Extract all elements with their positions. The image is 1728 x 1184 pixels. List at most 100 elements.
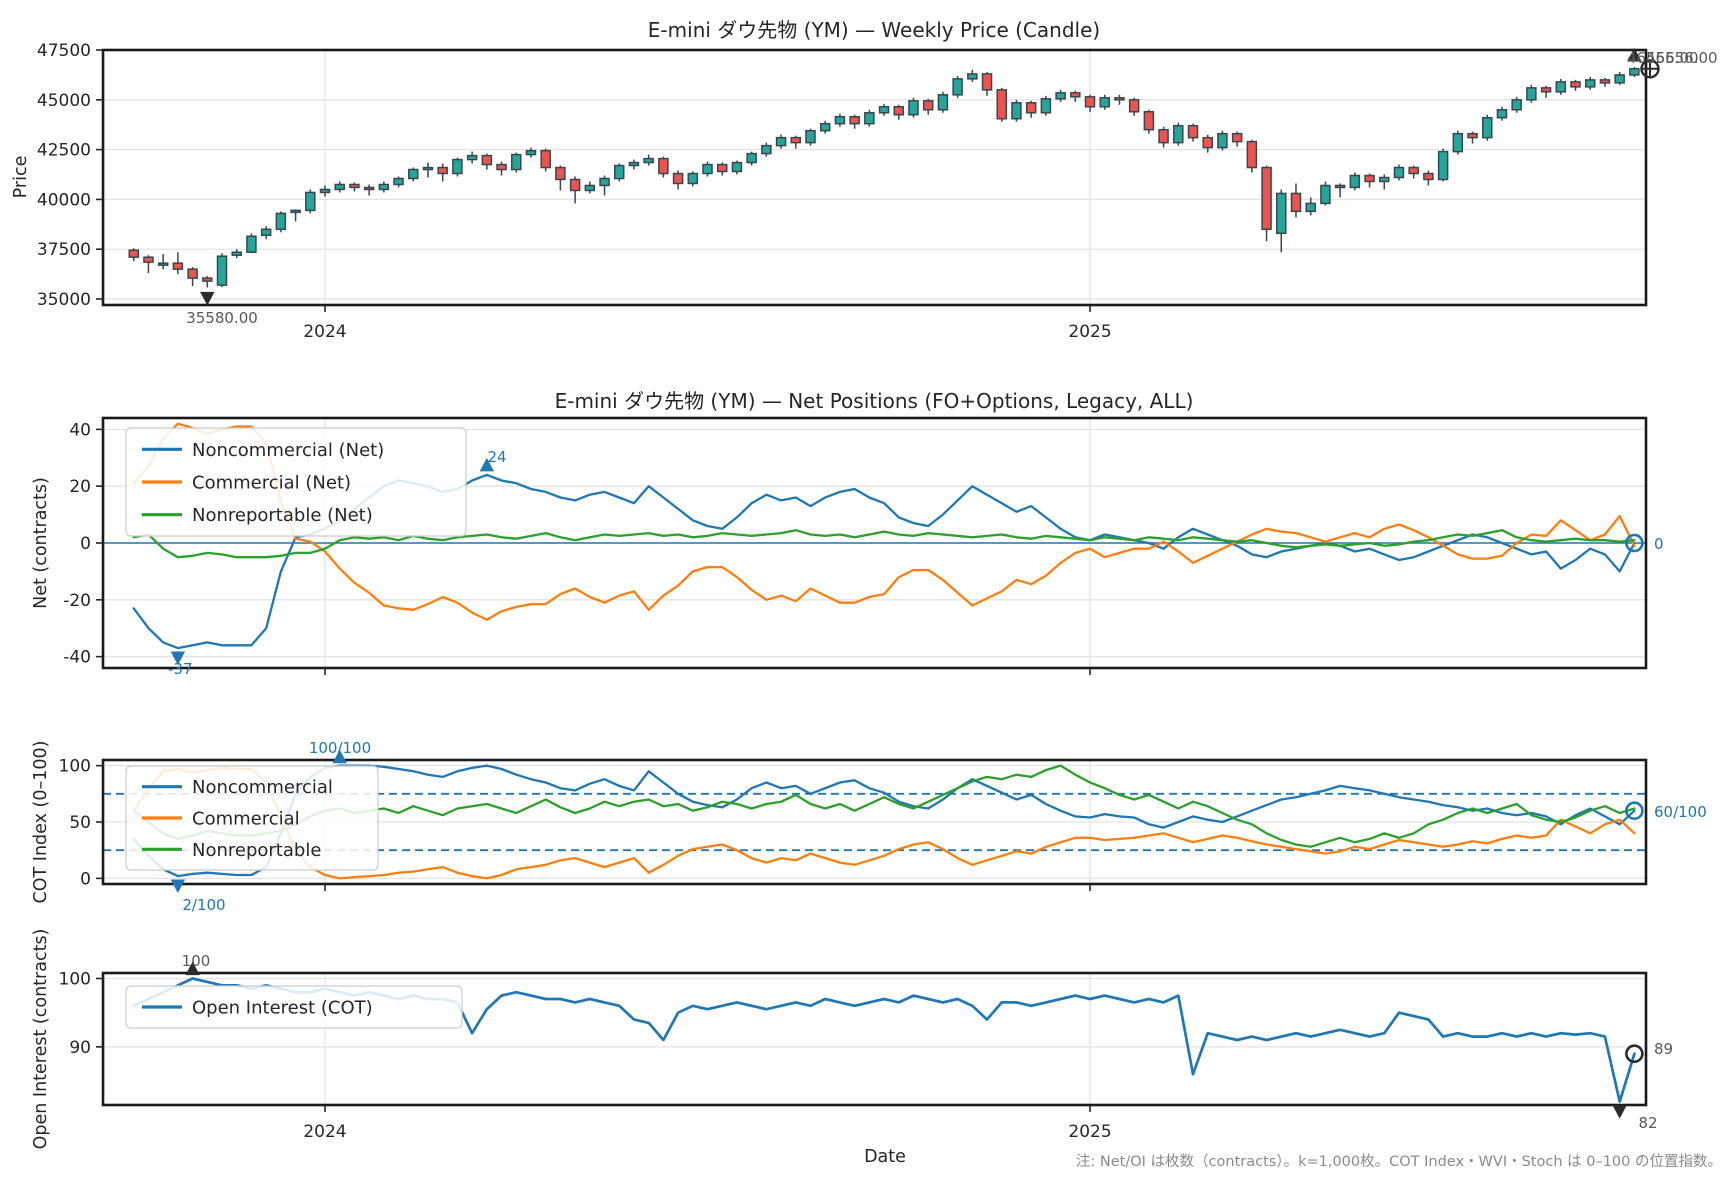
candle-body <box>496 163 507 171</box>
series-commercial <box>132 766 1636 880</box>
candle-body <box>922 100 934 111</box>
legend-label: Nonreportable <box>192 840 321 861</box>
candle-body <box>1437 150 1449 181</box>
legend-label: Noncommercial (Net) <box>192 440 384 461</box>
annotation-label: 60/100 <box>1654 803 1707 821</box>
candle-body <box>157 262 169 266</box>
candle-body <box>1423 172 1434 181</box>
candle-body <box>452 158 463 175</box>
candle-body <box>1261 166 1272 231</box>
legend: Noncommercial Commercial Nonreportable <box>125 765 379 871</box>
annotation-label: 2/100 <box>182 896 225 914</box>
legend-label: Commercial <box>192 809 300 830</box>
candle-body <box>260 228 272 237</box>
y-tick-label: 42500 <box>37 141 91 161</box>
candle-body <box>1364 174 1375 183</box>
legend: Noncommercial (Net) Commercial (Net) Nonre… <box>125 427 467 537</box>
candle-body <box>1055 92 1066 100</box>
y-tick-label: -20 <box>63 591 91 611</box>
annotation-label: 46556.00 <box>1646 49 1718 67</box>
candle-body <box>216 255 228 286</box>
y-tick-label: 45000 <box>37 91 91 111</box>
candle-body <box>716 163 728 173</box>
x-tick-label: 2025 <box>1068 1122 1111 1142</box>
panel4-ylabel: Open Interest (contracts) <box>31 929 51 1150</box>
marker-triangle-down <box>170 651 186 666</box>
candle-body <box>1570 81 1581 88</box>
candle-body <box>525 149 537 156</box>
candle-body <box>1187 124 1199 139</box>
candle-body <box>1349 174 1361 189</box>
candle-body <box>702 163 713 175</box>
panel3-ylabel: COT Index (0–100) <box>31 741 51 904</box>
candle-body <box>599 177 610 187</box>
annotation-label: 24 <box>487 448 506 466</box>
candle-body <box>746 152 757 164</box>
candle-body <box>1467 132 1478 139</box>
candle-body <box>672 172 684 185</box>
candle-body <box>569 178 581 192</box>
candle-body <box>231 251 242 256</box>
marker-circle <box>1625 1044 1644 1064</box>
candle-body <box>981 73 993 91</box>
candle-body <box>1305 202 1316 213</box>
candle-body <box>790 136 802 144</box>
candle-body <box>996 89 1008 120</box>
candle-body <box>1011 102 1022 120</box>
candle-body <box>819 122 831 132</box>
marker-triangle-down <box>200 291 215 306</box>
annotation-label: -37 <box>168 660 193 678</box>
candle-body <box>1393 166 1405 179</box>
panel-3: 0 50 100 Noncommercial Commercial Nonreportab… <box>59 739 1707 914</box>
candle-body <box>349 183 360 189</box>
series-noncommercial <box>132 764 1636 878</box>
candle-body <box>1025 102 1037 114</box>
y-tick-label: 100 <box>59 969 91 989</box>
candle-body <box>864 112 875 125</box>
marker-triangle-up <box>479 457 495 472</box>
candle-body <box>393 177 404 186</box>
candle-body <box>761 144 772 155</box>
candle-body <box>1481 116 1493 139</box>
marker-circle <box>1625 801 1644 821</box>
candle-body <box>1614 74 1625 84</box>
legend-label: Nonreportable (Net) <box>192 505 373 526</box>
candle-body <box>319 188 331 194</box>
candle-body <box>408 168 419 180</box>
y-tick-label: 40000 <box>37 190 91 210</box>
candle-body <box>775 136 787 147</box>
annotation-label: 100 <box>182 952 211 970</box>
candle-body <box>305 191 316 212</box>
candle-body <box>584 184 596 192</box>
y-tick-label: 47500 <box>37 41 91 61</box>
y-tick-label: 40 <box>69 420 91 440</box>
y-tick-label: 35000 <box>37 290 91 310</box>
marker-triangle-up <box>185 961 200 976</box>
footnote: 注: Net/OI は枚数（contracts）。k=1,000枚。COT In… <box>1076 1153 1722 1170</box>
marker-triangle-down <box>1612 1104 1627 1119</box>
panels-root: 35000 37500 40000 42500 45000 47500 20 24 2025 35… <box>37 41 1718 1142</box>
marker-triangle-up <box>1627 47 1642 62</box>
candle-body <box>1408 166 1419 175</box>
candle-body <box>893 106 905 116</box>
y-tick-label: 0 <box>80 869 91 889</box>
y-tick-label: 20 <box>69 477 91 497</box>
panel-1: 35000 37500 40000 42500 45000 47500 2024 2025 35… <box>37 41 1718 342</box>
candle-body <box>643 157 654 164</box>
candle-body <box>334 183 345 191</box>
candle-body <box>1496 109 1508 119</box>
x-tick-label: 2025 <box>1068 322 1111 342</box>
candle-body <box>952 78 963 96</box>
candle-body <box>202 277 213 282</box>
y-tick-label: 37500 <box>37 240 91 260</box>
candle-body <box>628 161 640 167</box>
candle-body <box>290 209 301 214</box>
annotation-label: 35580.00 <box>186 309 258 327</box>
candle-body <box>1320 184 1331 205</box>
candle-body <box>275 212 287 231</box>
candle-body <box>1231 132 1243 143</box>
candle-body <box>849 115 860 125</box>
candle-body <box>481 154 493 166</box>
candle-body <box>363 186 375 191</box>
